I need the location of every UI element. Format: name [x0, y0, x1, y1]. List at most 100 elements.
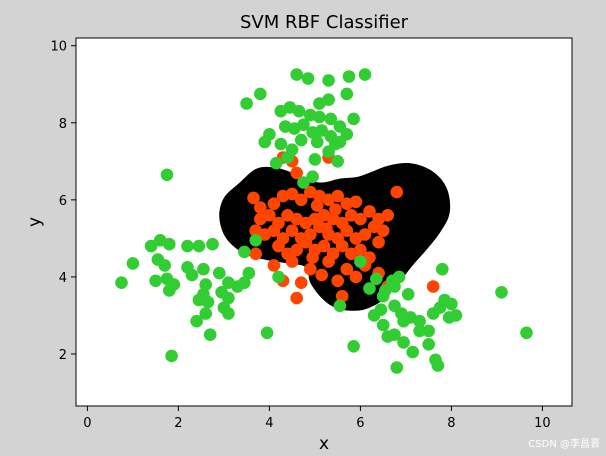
scatter-point [320, 222, 333, 235]
scatter-point [306, 251, 319, 264]
y-tick-label: 8 [59, 117, 67, 132]
scatter-point [297, 118, 310, 131]
scatter-point [317, 239, 331, 253]
scatter-point [269, 156, 283, 170]
scatter-point [242, 266, 256, 280]
x-tick-label: 4 [265, 416, 273, 431]
scatter-point [333, 299, 347, 313]
scatter-point [358, 228, 372, 241]
x-axis-ticks: 0 2 4 6 8 10 [83, 406, 551, 431]
scatter-point [331, 155, 345, 168]
scatter-point [160, 168, 174, 182]
scatter-point [272, 270, 285, 284]
scatter-point [115, 276, 128, 290]
scatter-point [238, 245, 251, 259]
scatter-point [422, 324, 436, 338]
scatter-point [315, 124, 329, 137]
scatter-point [190, 314, 203, 328]
scatter-point [335, 289, 349, 303]
scatter-point [401, 288, 415, 301]
y-tick-label: 4 [59, 271, 67, 286]
scatter-point [324, 112, 338, 126]
scatter-point [442, 311, 456, 324]
scatter-point [299, 235, 313, 249]
scatter-point [349, 195, 363, 209]
scatter-point [267, 259, 281, 272]
scatter-point [290, 291, 304, 305]
scatter-point [267, 197, 281, 210]
scatter-point [304, 262, 317, 276]
y-axis-label: y [25, 217, 45, 227]
scatter-point [376, 318, 390, 332]
scatter-point [347, 340, 360, 353]
scatter-point [367, 309, 381, 322]
scatter-point [165, 349, 178, 363]
scatter-point [294, 193, 308, 207]
scatter-point [201, 295, 215, 309]
scatter-point [297, 176, 310, 189]
scatter-point [222, 291, 235, 305]
scatter-point [158, 259, 171, 272]
x-tick-label: 0 [83, 416, 91, 431]
scatter-point [363, 282, 376, 295]
scatter-point [267, 224, 281, 237]
scatter-point [413, 324, 426, 338]
scatter-point [263, 209, 276, 222]
x-tick-label: 2 [174, 416, 182, 431]
scatter-point [285, 255, 299, 268]
scatter-point [381, 209, 395, 222]
scatter-point [376, 289, 390, 303]
scatter-point [272, 239, 285, 253]
scatter-point [381, 330, 395, 343]
scatter-point [422, 338, 436, 351]
scatter-point [388, 280, 401, 293]
scatter-point [301, 72, 315, 85]
scatter-point [274, 137, 288, 151]
scatter-point [290, 243, 304, 257]
plot-frame [75, 37, 573, 407]
scatter-point [331, 274, 345, 288]
scatter-point [322, 93, 335, 106]
scatter-point [206, 237, 219, 251]
scatter-point [406, 345, 420, 359]
scatter-point [426, 280, 440, 293]
scatter-point [315, 268, 329, 282]
scatter-point [322, 255, 335, 268]
scatter-point [372, 235, 385, 249]
scatter-point [413, 314, 426, 328]
scatter-point [340, 224, 354, 237]
scatter-point [331, 189, 345, 203]
scatter-point [144, 239, 158, 253]
scatter-point [290, 166, 304, 180]
scatter-point [294, 133, 308, 147]
scatter-point [238, 276, 251, 290]
scatter-point [342, 70, 356, 83]
scatter-point [329, 137, 342, 151]
scatter-point [390, 361, 404, 374]
scatter-point [222, 307, 235, 320]
scatter-point [203, 328, 217, 342]
scatter-point [329, 203, 342, 216]
y-axis-ticks: 2 4 6 8 10 [50, 40, 76, 363]
scatter-point [354, 243, 367, 257]
scatter-point [340, 128, 354, 141]
scatter-point [431, 359, 445, 372]
scatter-point [445, 297, 458, 311]
scatter-point [290, 68, 304, 81]
x-tick-label: 10 [534, 416, 551, 431]
series-class-1 [115, 68, 533, 374]
scatter-point [126, 257, 140, 270]
scatter-point [294, 276, 308, 290]
scatter-point [260, 326, 274, 340]
scatter-point [354, 255, 367, 268]
scatter-point [376, 224, 390, 237]
y-tick-label: 10 [50, 40, 67, 55]
scatter-point [335, 239, 349, 253]
scatter-point [310, 135, 324, 149]
scatter-point [163, 284, 176, 297]
chart-title: SVM RBF Classifier [240, 12, 409, 33]
scatter-point [397, 336, 410, 349]
scatter-point [306, 170, 319, 183]
scatter-point [392, 270, 406, 284]
